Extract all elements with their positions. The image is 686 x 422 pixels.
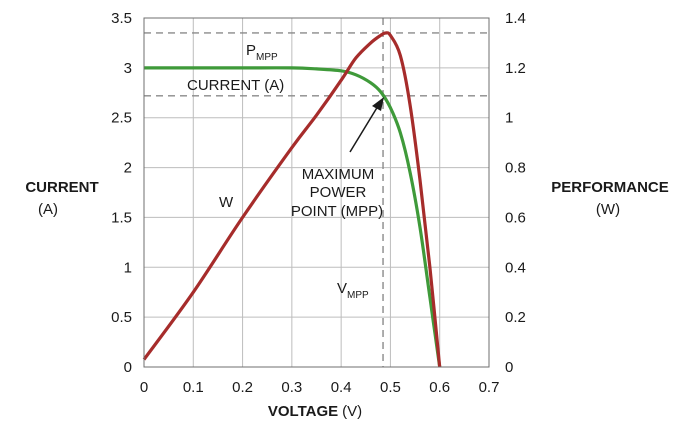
y-right-tick-label: 1	[505, 110, 513, 127]
x-tick-label: 0.1	[183, 379, 204, 396]
y-right-tick-label: 1.4	[505, 10, 526, 27]
y-left-tick-label: 3	[124, 60, 132, 77]
y-right-tick-label: 0.6	[505, 209, 526, 226]
vmpp-label-main: V	[337, 280, 347, 297]
x-tick-labels: 0 0.1 0.2 0.3 0.4 0.5 0.6 0.7	[140, 379, 500, 396]
current-curve	[144, 66, 442, 368]
pmpp-label-main: P	[246, 42, 256, 59]
x-axis-title: VOLTAGE	[268, 403, 338, 420]
vmpp-label: VMPP	[337, 280, 369, 301]
y-left-axis-title: CURRENT	[25, 179, 98, 196]
x-tick-label: 0.2	[232, 379, 253, 396]
y-left-tick-label: 2.5	[111, 110, 132, 127]
power-curve	[142, 31, 442, 368]
x-tick-label: 0.4	[331, 379, 352, 396]
y-right-tick-label: 0	[505, 359, 513, 376]
mpp-label-line1: MAXIMUM	[302, 166, 375, 183]
y-right-axis-unit: (W)	[596, 201, 620, 218]
x-axis-unit: (V)	[342, 403, 362, 420]
y-left-tick-labels: 0 0.5 1 1.5 2 2.5 3 3.5	[111, 10, 132, 376]
series-lines	[142, 31, 442, 368]
plot-frame	[143, 17, 490, 368]
x-tick-label: 0.3	[281, 379, 302, 396]
y-left-tick-label: 3.5	[111, 10, 132, 27]
y-right-tick-label: 0.8	[505, 160, 526, 177]
vmpp-label-sub: MPP	[347, 290, 369, 301]
x-tick-label: 0.7	[479, 379, 500, 396]
y-right-tick-label: 1.2	[505, 60, 526, 77]
x-tick-label: 0.5	[380, 379, 401, 396]
y-left-axis-unit: (A)	[38, 201, 58, 218]
mpp-label-line2: POWER	[310, 184, 367, 201]
pmpp-label: PMPP	[246, 42, 278, 63]
mpp-arrow-head	[372, 97, 384, 111]
y-right-tick-labels: 0 0.2 0.4 0.6 0.8 1 1.2 1.4	[505, 10, 526, 376]
y-right-tick-label: 0.4	[505, 259, 526, 276]
x-axis-title-group: VOLTAGE (V)	[268, 403, 362, 420]
power-series-label: W	[219, 194, 234, 211]
pmpp-label-sub: MPP	[256, 52, 278, 63]
x-tick-label: 0.6	[429, 379, 450, 396]
current-series-label: CURRENT (A)	[187, 77, 284, 94]
y-right-tick-label: 0.2	[505, 309, 526, 326]
y-left-tick-label: 2	[124, 160, 132, 177]
reference-lines	[144, 18, 489, 367]
y-right-axis-title: PERFORMANCE	[551, 179, 669, 196]
y-left-tick-label: 1.5	[111, 209, 132, 226]
y-left-tick-label: 1	[124, 259, 132, 276]
y-left-tick-label: 0	[124, 359, 132, 376]
y-left-tick-label: 0.5	[111, 309, 132, 326]
mpp-arrow-shaft	[349, 105, 379, 153]
x-tick-label: 0	[140, 379, 148, 396]
mpp-label-line3: POINT (MPP)	[291, 203, 383, 220]
